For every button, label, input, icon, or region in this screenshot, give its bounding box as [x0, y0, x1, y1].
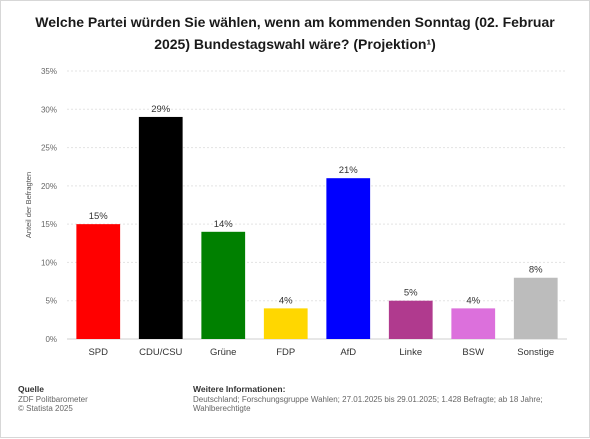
y-axis-label: Anteil der Befragten	[24, 172, 33, 238]
data-label: 14%	[214, 219, 234, 230]
y-tick-label: 0%	[45, 335, 57, 344]
bar-linke[interactable]	[388, 300, 433, 339]
y-tick-label: 15%	[41, 220, 57, 229]
y-axis: 0% 5% 10% 15% 20% 25% 30% 35%	[41, 67, 57, 344]
info-footer: Weitere Informationen: Deutschland; Fors…	[193, 384, 583, 414]
x-tick-label: BSW	[462, 347, 484, 358]
source-line: ZDF Politbarometer	[18, 394, 88, 404]
x-axis: SPD CDU/CSU Grüne FDP AfD Linke BSW Sonstige	[88, 347, 554, 358]
source-heading: Quelle	[18, 384, 44, 394]
bar-spd[interactable]	[76, 224, 121, 339]
bar-gr-ne[interactable]	[201, 231, 246, 339]
data-label: 4%	[279, 295, 293, 306]
data-label: 21%	[339, 165, 359, 176]
x-tick-label: AfD	[340, 347, 356, 358]
y-tick-label: 30%	[41, 105, 57, 114]
bar-bsw[interactable]	[451, 308, 496, 339]
bar-afd[interactable]	[326, 178, 371, 339]
bar-cdu-csu[interactable]	[138, 116, 183, 339]
info-heading: Weitere Informationen:	[193, 384, 286, 394]
copyright-line: © Statista 2025	[18, 404, 73, 413]
x-tick-label: FDP	[276, 347, 295, 358]
data-label: 8%	[529, 265, 543, 276]
x-tick-label: Linke	[399, 347, 422, 358]
info-text: Deutschland; Forschungsgruppe Wahlen; 27…	[193, 394, 543, 414]
y-tick-label: 20%	[41, 182, 57, 191]
data-label: 29%	[151, 104, 171, 115]
y-tick-label: 10%	[41, 258, 57, 267]
x-tick-label: CDU/CSU	[139, 347, 182, 358]
value-labels: 15% 29% 14% 4% 21% 5% 4% 8%	[89, 104, 543, 306]
y-tick-label: 35%	[41, 67, 57, 76]
bar-sonstige[interactable]	[513, 277, 558, 339]
bars	[76, 116, 558, 339]
bar-fdp[interactable]	[263, 308, 308, 339]
y-tick-label: 25%	[41, 144, 57, 153]
y-tick-label: 5%	[45, 297, 57, 306]
x-tick-label: SPD	[88, 347, 108, 358]
x-tick-label: Grüne	[210, 347, 236, 358]
x-tick-label: Sonstige	[517, 347, 554, 358]
data-label: 15%	[89, 211, 109, 222]
data-label: 4%	[466, 295, 480, 306]
data-label: 5%	[404, 288, 418, 299]
source-footer: Quelle ZDF Politbarometer © Statista 202…	[18, 384, 88, 414]
chart-title: Welche Partei würden Sie wählen, wenn am…	[35, 14, 555, 52]
